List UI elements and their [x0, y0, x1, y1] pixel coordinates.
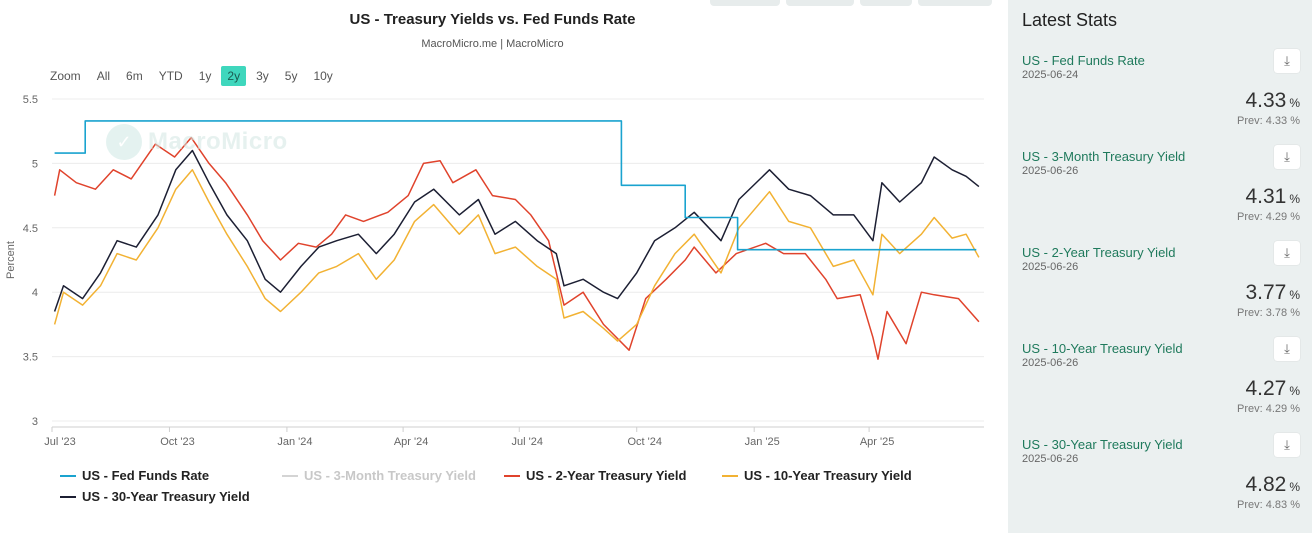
x-tick-label: Jan '24	[277, 436, 312, 448]
legend-item[interactable]: US - Fed Funds Rate	[60, 468, 209, 483]
top-tab[interactable]	[710, 0, 780, 6]
legend-item[interactable]: US - 3-Month Treasury Yield	[282, 468, 476, 483]
stat-card: US - 10-Year Treasury Yield 2025-06-26 ⤓ 4.…	[1022, 337, 1300, 429]
x-tick-label: Jul '24	[512, 436, 543, 448]
top-tab[interactable]	[860, 0, 912, 6]
legend-swatch	[722, 474, 738, 477]
stat-card: US - Fed Funds Rate 2025-06-24 ⤓ 4.33% Prev:…	[1022, 49, 1300, 141]
legend-item[interactable]: US - 2-Year Treasury Yield	[504, 468, 686, 483]
chart-subtitle: MacroMicro.me | MacroMicro	[421, 38, 564, 50]
x-tick-label: Oct '24	[627, 436, 662, 448]
series-line-10-year-treasury-yield	[53, 169, 980, 342]
legend-label: US - 30-Year Treasury Yield	[82, 489, 250, 504]
stat-card: US - 2-Year Treasury Yield 2025-06-26 ⤓ 3.7…	[1022, 241, 1300, 333]
stat-value: 4.31%	[1245, 185, 1300, 209]
legend-label: US - 2-Year Treasury Yield	[526, 468, 687, 483]
panel-title: Latest Stats	[1022, 10, 1118, 30]
chart-title: US - Treasury Yields vs. Fed Funds Rate	[349, 11, 636, 28]
stat-card: US - 3-Month Treasury Yield 2025-06-26 ⤓ 4.…	[1022, 145, 1300, 237]
y-tick-label: 5	[32, 158, 38, 170]
y-tick-label: 3	[32, 416, 38, 428]
stat-prev: Prev: 3.78 %	[1237, 307, 1300, 319]
stat-unit: %	[1289, 96, 1300, 110]
series-line-2-year-treasury-yield	[53, 136, 980, 360]
range-button-2y[interactable]: 2y	[221, 66, 247, 86]
stat-unit: %	[1289, 288, 1300, 302]
range-button-5y[interactable]: 5y	[284, 69, 298, 83]
stat-name[interactable]: US - 2-Year Treasury Yield	[1022, 245, 1176, 260]
range-button-all[interactable]: All	[96, 69, 111, 83]
chart-area: 3 3.5 4 4.5 5 5.5 Jul '23 Oct '23 Jan '24 Apr '24…	[4, 11, 984, 504]
range-button-10y[interactable]: 10y	[313, 69, 333, 83]
stat-name[interactable]: US - 30-Year Treasury Yield	[1022, 437, 1183, 452]
legend-label: US - 10-Year Treasury Yield	[744, 468, 912, 483]
stat-name[interactable]: US - 3-Month Treasury Yield	[1022, 149, 1186, 164]
range-button-3y[interactable]: 3y	[256, 69, 269, 83]
y-tick-label: 5.5	[23, 94, 38, 106]
legend-swatch	[60, 495, 76, 498]
stat-prev: Prev: 4.33 %	[1237, 115, 1300, 127]
stat-name[interactable]: US - 10-Year Treasury Yield	[1022, 341, 1183, 356]
stat-date: 2025-06-24	[1022, 69, 1079, 81]
stat-value-number: 4.27	[1245, 377, 1287, 400]
download-icon[interactable]: ⤓	[1274, 145, 1300, 169]
legend-swatch	[60, 474, 76, 477]
stat-value: 3.77%	[1245, 281, 1300, 305]
x-tick-label: Oct '23	[160, 436, 195, 448]
stat-prev: Prev: 4.29 %	[1237, 403, 1300, 415]
x-tick-label: Jan '25	[745, 436, 780, 448]
y-axis-label: Percent	[4, 241, 17, 279]
stat-unit: %	[1289, 192, 1300, 206]
stat-value-number: 4.33	[1245, 89, 1287, 112]
stat-prev: Prev: 4.29 %	[1237, 211, 1300, 223]
download-icon[interactable]: ⤓	[1274, 433, 1300, 457]
legend-label: US - Fed Funds Rate	[82, 468, 210, 483]
y-tick-label: 4	[32, 287, 38, 299]
stat-date: 2025-06-26	[1022, 261, 1079, 273]
stat-unit: %	[1289, 480, 1300, 494]
chart-plot: 3 3.5 4 4.5 5 5.5 Jul '23 Oct '23 Jan '24 Apr '24…	[23, 94, 984, 448]
legend-swatch	[282, 474, 298, 477]
legend-item[interactable]: US - 30-Year Treasury Yield	[60, 489, 250, 504]
download-icon[interactable]: ⤓	[1274, 241, 1300, 265]
x-tick-label: Apr '24	[394, 436, 429, 448]
x-tick-label: Jul '23	[44, 436, 75, 448]
stat-card: US - 30-Year Treasury Yield 2025-06-26 ⤓ 4.…	[1022, 433, 1300, 525]
x-tick-label: Apr '25	[860, 436, 895, 448]
legend-swatch	[504, 474, 520, 477]
stat-value-number: 4.82	[1245, 473, 1287, 496]
top-tab[interactable]	[786, 0, 854, 6]
series-line-fed-funds-rate	[54, 120, 977, 251]
stat-prev: Prev: 4.83 %	[1237, 499, 1300, 511]
stat-value: 4.82%	[1245, 473, 1300, 497]
stat-date: 2025-06-26	[1022, 357, 1079, 369]
stat-value: 4.33%	[1245, 89, 1300, 113]
stat-date: 2025-06-26	[1022, 165, 1079, 177]
latest-stats-panel: Latest Stats US - Fed Funds Rate 2025-06-…	[1008, 0, 1312, 533]
range-button-6m[interactable]: 6m	[126, 69, 143, 83]
stat-name[interactable]: US - Fed Funds Rate	[1022, 53, 1145, 68]
legend-item[interactable]: US - 10-Year Treasury Yield	[722, 468, 912, 483]
stat-value-number: 3.77	[1245, 281, 1287, 304]
range-button-ytd[interactable]: YTD	[158, 69, 183, 83]
zoom-label: Zoom	[50, 69, 81, 83]
stat-value: 4.27%	[1245, 377, 1300, 401]
top-tab[interactable]	[918, 0, 992, 6]
series-line-30-year-treasury-yield	[53, 149, 980, 312]
download-icon[interactable]: ⤓	[1274, 49, 1300, 73]
stat-value-number: 4.31	[1245, 185, 1287, 208]
y-tick-label: 4.5	[23, 223, 38, 235]
range-selector: Zoom All 6m YTD 1y 2y 3y 5y 10y	[50, 66, 343, 86]
stat-unit: %	[1289, 384, 1300, 398]
stat-date: 2025-06-26	[1022, 453, 1079, 465]
y-tick-label: 3.5	[23, 352, 38, 364]
download-icon[interactable]: ⤓	[1274, 337, 1300, 361]
range-button-1y[interactable]: 1y	[198, 69, 212, 83]
legend-label: US - 3-Month Treasury Yield	[304, 468, 476, 483]
